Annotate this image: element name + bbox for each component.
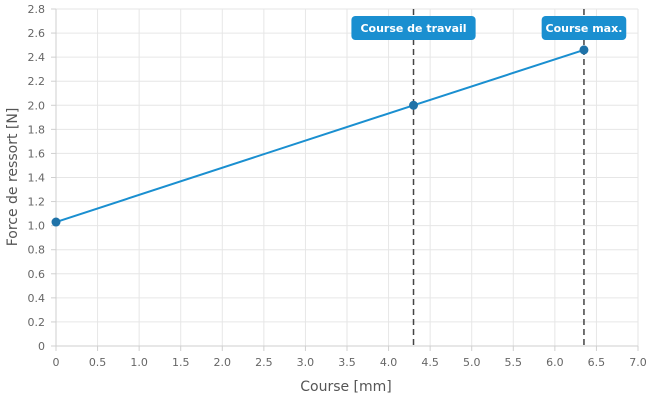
annotation-label: Course max.	[541, 16, 627, 40]
y-tick-label: 1.6	[28, 147, 46, 160]
series	[51, 45, 589, 227]
x-tick-label: 1.5	[172, 356, 190, 369]
x-tick-label: 6.5	[588, 356, 606, 369]
data-point	[579, 45, 589, 55]
y-tick-label: 2.8	[28, 3, 46, 16]
y-axis-ticks: 0 0.2 0.4 0.6 0.8 1.0 1.2 1.4 1.6 1.8 2.0 2.2 2.4 2.6…	[28, 3, 56, 353]
annotation-text: Course max.	[546, 22, 623, 35]
data-point	[409, 100, 419, 110]
y-tick-label: 0	[38, 340, 45, 353]
x-axis-title: Course [mm]	[300, 379, 392, 395]
y-tick-label: 2.0	[28, 99, 46, 112]
x-tick-label: 0	[53, 356, 60, 369]
y-tick-label: 2.4	[28, 51, 46, 64]
annotation-labels: Course de travail Course max.	[351, 16, 627, 40]
x-tick-label: 3.0	[297, 356, 315, 369]
y-tick-label: 0.4	[28, 292, 46, 305]
y-axis-title: Force de ressort [N]	[5, 108, 21, 247]
annotation-box	[351, 16, 476, 40]
y-tick-label: 2.6	[28, 27, 46, 40]
x-tick-label: 3.5	[338, 356, 356, 369]
y-tick-label: 0.6	[28, 268, 46, 281]
x-tick-label: 5.5	[505, 356, 523, 369]
y-tick-label: 1.2	[28, 196, 46, 209]
data-point	[51, 217, 61, 227]
y-tick-label: 1.4	[28, 172, 46, 185]
x-tick-label: 4.0	[380, 356, 398, 369]
annotation-lines	[412, 9, 585, 346]
x-tick-label: 2.0	[214, 356, 232, 369]
y-tick-label: 0.8	[28, 244, 46, 257]
x-tick-label: 0.5	[89, 356, 107, 369]
x-tick-label: 6.0	[546, 356, 564, 369]
grid	[55, 8, 639, 347]
annotation-label: Course de travail	[351, 16, 476, 40]
x-tick-label: 7.0	[629, 356, 647, 369]
x-axis-ticks: 0 0.5 1.0 1.5 2.0 2.5 3.0 3.5 4.0 4.5 5.0 5.5 6.0 6.5…	[53, 346, 647, 369]
y-tick-label: 1.0	[28, 220, 46, 233]
annotation-text: Course de travail	[360, 22, 466, 35]
series-line	[55, 48, 585, 223]
x-tick-label: 5.0	[463, 356, 481, 369]
y-tick-label: 0.2	[28, 316, 46, 329]
x-tick-label: 2.5	[255, 356, 273, 369]
y-tick-label: 2.2	[28, 75, 46, 88]
x-tick-label: 4.5	[421, 356, 439, 369]
y-tick-label: 1.8	[28, 123, 46, 136]
annotation-box	[541, 16, 627, 40]
x-tick-label: 1.0	[130, 356, 148, 369]
